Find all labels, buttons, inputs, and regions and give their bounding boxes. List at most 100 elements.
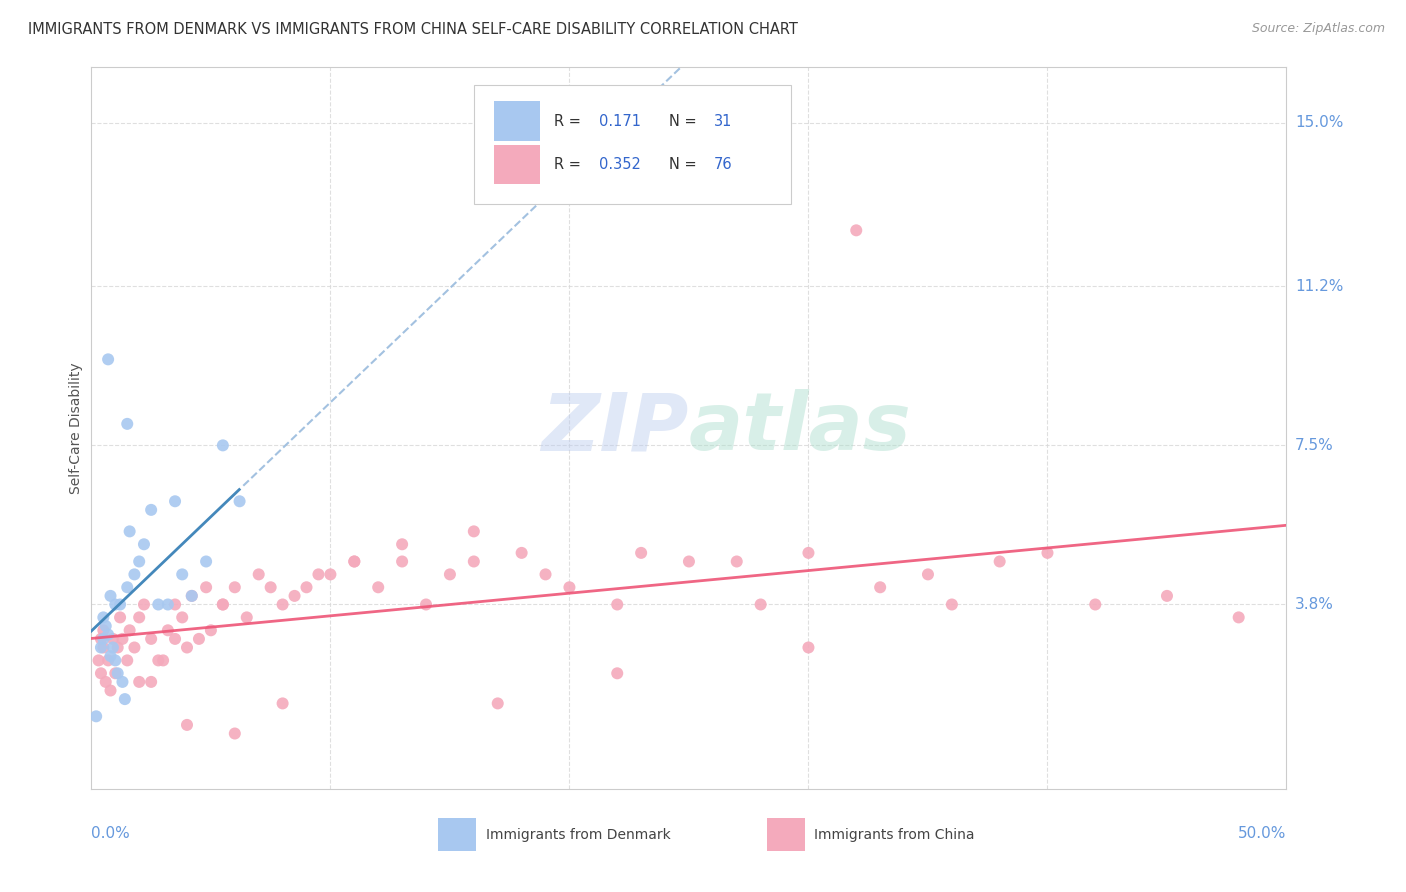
Text: 3.8%: 3.8%: [1295, 597, 1334, 612]
Text: Immigrants from China: Immigrants from China: [814, 828, 974, 842]
Point: [94, 674, 117, 689]
Point: [319, 567, 342, 582]
Point: [141, 632, 162, 646]
Point: [284, 589, 307, 603]
Point: [87, 653, 110, 667]
Point: [114, 692, 136, 706]
Point: [176, 718, 198, 732]
Text: N =: N =: [669, 113, 700, 128]
Point: [115, 580, 138, 594]
Point: [510, 546, 533, 560]
Point: [391, 554, 413, 568]
Point: [124, 567, 146, 582]
Point: [439, 567, 461, 582]
Point: [211, 598, 233, 612]
Point: [415, 598, 437, 612]
Point: [988, 554, 1011, 568]
Text: R =: R =: [554, 113, 585, 128]
Point: [195, 554, 218, 568]
Point: [172, 610, 194, 624]
Point: [211, 438, 233, 452]
Point: [90, 640, 112, 655]
Point: [107, 666, 129, 681]
Point: [115, 417, 138, 431]
Point: [107, 640, 129, 655]
Point: [235, 610, 259, 624]
Point: [343, 554, 366, 568]
Text: 76: 76: [714, 157, 733, 172]
Point: [163, 632, 186, 646]
Point: [132, 598, 155, 612]
Point: [100, 589, 122, 603]
Text: Source: ZipAtlas.com: Source: ZipAtlas.com: [1251, 22, 1385, 36]
Point: [97, 352, 120, 367]
Text: 50.0%: 50.0%: [1239, 826, 1286, 840]
Point: [367, 580, 389, 594]
Point: [108, 598, 131, 612]
FancyBboxPatch shape: [766, 818, 804, 851]
Point: [148, 653, 170, 667]
Point: [247, 567, 270, 582]
Text: R =: R =: [554, 157, 585, 172]
Point: [104, 653, 127, 667]
Point: [941, 598, 963, 612]
Text: 0.352: 0.352: [599, 157, 641, 172]
Text: 0.0%: 0.0%: [91, 826, 131, 840]
Point: [463, 554, 485, 568]
Point: [90, 666, 112, 681]
Point: [84, 709, 107, 723]
Point: [141, 503, 162, 517]
Point: [195, 580, 218, 594]
Point: [180, 589, 202, 603]
Point: [163, 494, 186, 508]
Point: [228, 494, 250, 508]
Point: [111, 632, 134, 646]
Point: [271, 598, 294, 612]
Point: [343, 554, 366, 568]
Text: 0.171: 0.171: [599, 113, 641, 128]
FancyBboxPatch shape: [437, 818, 477, 851]
Point: [118, 624, 141, 638]
Point: [1227, 610, 1250, 624]
Point: [678, 554, 700, 568]
Point: [100, 649, 122, 664]
FancyBboxPatch shape: [494, 145, 540, 185]
Point: [101, 632, 124, 646]
Point: [1156, 589, 1178, 603]
Point: [845, 223, 868, 237]
Point: [271, 697, 294, 711]
Point: [797, 546, 820, 560]
Point: [156, 598, 179, 612]
Point: [93, 640, 114, 655]
Text: 31: 31: [714, 113, 733, 128]
Text: N =: N =: [669, 157, 700, 172]
Text: 15.0%: 15.0%: [1295, 115, 1343, 130]
Point: [108, 610, 131, 624]
Point: [152, 653, 174, 667]
Point: [118, 524, 141, 539]
Point: [917, 567, 939, 582]
Point: [104, 666, 127, 681]
Point: [97, 653, 120, 667]
Point: [534, 567, 557, 582]
Point: [100, 683, 122, 698]
Point: [128, 674, 150, 689]
Point: [90, 632, 112, 646]
Point: [1036, 546, 1059, 560]
FancyBboxPatch shape: [494, 101, 540, 141]
Point: [187, 632, 211, 646]
Text: ZIP: ZIP: [541, 389, 689, 467]
Point: [307, 567, 329, 582]
Point: [295, 580, 318, 594]
Point: [93, 610, 114, 624]
Point: [200, 624, 222, 638]
Point: [606, 598, 628, 612]
Text: 11.2%: 11.2%: [1295, 278, 1343, 293]
Point: [463, 524, 485, 539]
Point: [141, 674, 162, 689]
Point: [104, 598, 127, 612]
Point: [725, 554, 748, 568]
Point: [115, 653, 138, 667]
Y-axis label: Self-Care Disability: Self-Care Disability: [69, 362, 83, 494]
Point: [93, 624, 114, 638]
